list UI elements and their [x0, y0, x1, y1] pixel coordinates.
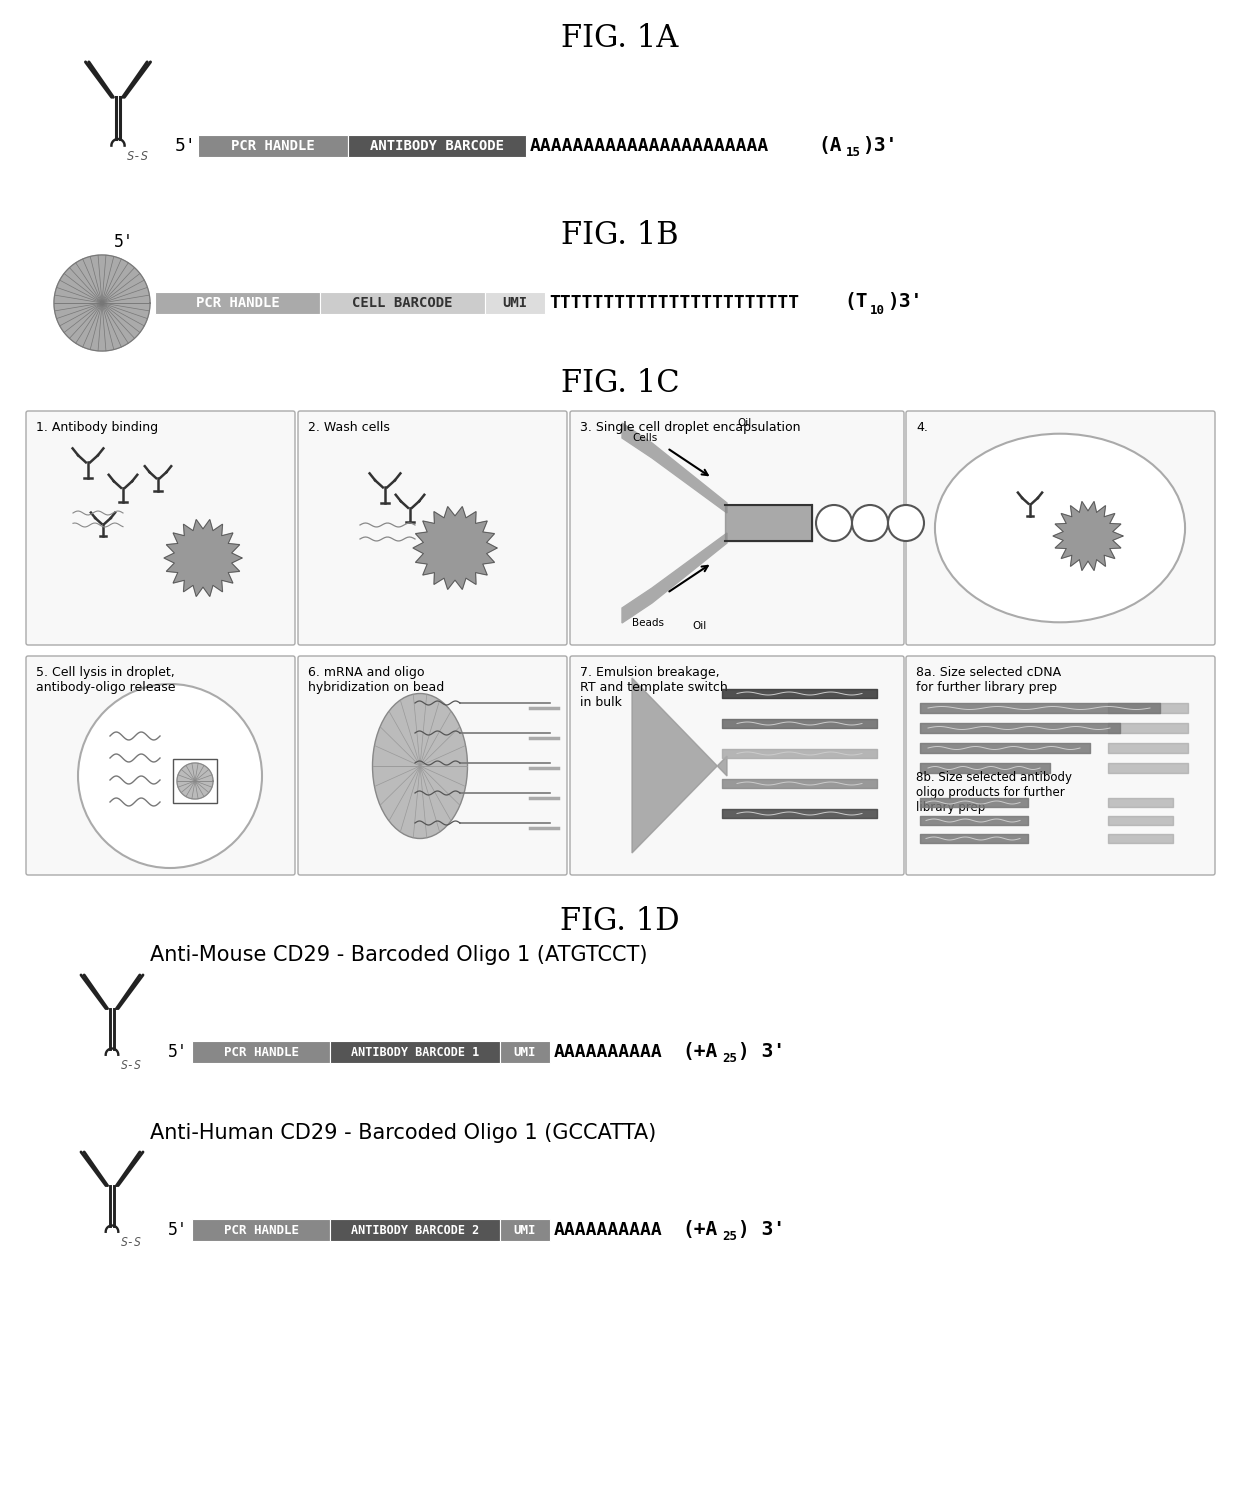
- Polygon shape: [622, 423, 727, 513]
- FancyBboxPatch shape: [26, 411, 295, 644]
- Text: 5': 5': [167, 1222, 188, 1240]
- Text: PCR HANDLE: PCR HANDLE: [223, 1223, 299, 1237]
- Polygon shape: [632, 679, 727, 853]
- Text: UMI: UMI: [513, 1046, 536, 1058]
- Bar: [198, 135, 348, 158]
- Text: 8b. Size selected antibody
oligo products for further
library prep: 8b. Size selected antibody oligo product…: [916, 771, 1073, 814]
- Bar: [485, 292, 546, 314]
- Text: ANTIBODY BARCODE 2: ANTIBODY BARCODE 2: [351, 1223, 479, 1237]
- Text: AAAAAAAAAA: AAAAAAAAAA: [554, 1043, 662, 1061]
- Text: 4.: 4.: [916, 421, 928, 434]
- FancyBboxPatch shape: [906, 411, 1215, 644]
- Text: 3. Single cell droplet encapsulation: 3. Single cell droplet encapsulation: [580, 421, 801, 434]
- FancyBboxPatch shape: [906, 656, 1215, 875]
- Polygon shape: [622, 533, 727, 623]
- Text: FIG. 1D: FIG. 1D: [560, 906, 680, 937]
- FancyBboxPatch shape: [570, 411, 904, 644]
- Text: Beads: Beads: [632, 618, 663, 628]
- Polygon shape: [413, 506, 497, 589]
- Bar: [155, 292, 320, 314]
- Circle shape: [816, 504, 852, 542]
- Text: PCR HANDLE: PCR HANDLE: [223, 1046, 299, 1058]
- Bar: [174, 759, 217, 804]
- Text: (T: (T: [844, 293, 868, 311]
- Text: ANTIBODY BARCODE: ANTIBODY BARCODE: [370, 138, 503, 153]
- FancyBboxPatch shape: [298, 411, 567, 644]
- Text: PCR HANDLE: PCR HANDLE: [196, 296, 279, 310]
- Text: 5': 5': [114, 234, 134, 251]
- Text: )3': )3': [862, 135, 898, 155]
- Circle shape: [888, 504, 924, 542]
- FancyBboxPatch shape: [298, 656, 567, 875]
- Text: 10: 10: [870, 304, 885, 317]
- Text: UMI: UMI: [513, 1223, 536, 1237]
- Circle shape: [78, 684, 262, 868]
- Text: FIG. 1A: FIG. 1A: [562, 22, 678, 54]
- Polygon shape: [177, 763, 213, 799]
- Text: 5': 5': [167, 1043, 188, 1061]
- Text: Anti-Human CD29 - Barcoded Oligo 1 (GCCATTA): Anti-Human CD29 - Barcoded Oligo 1 (GCCA…: [150, 1123, 656, 1143]
- Text: S-S: S-S: [120, 1237, 141, 1248]
- Circle shape: [852, 504, 888, 542]
- Bar: [192, 1219, 330, 1241]
- Polygon shape: [1053, 501, 1123, 570]
- Text: (A: (A: [818, 135, 842, 155]
- Text: )3': )3': [887, 293, 923, 311]
- Text: 6. mRNA and oligo
hybridization on bead: 6. mRNA and oligo hybridization on bead: [308, 667, 444, 693]
- Bar: [330, 1042, 500, 1062]
- Text: UMI: UMI: [502, 296, 527, 310]
- Text: CELL BARCODE: CELL BARCODE: [352, 296, 453, 310]
- Text: FIG. 1B: FIG. 1B: [562, 220, 678, 251]
- Text: (+A: (+A: [682, 1220, 717, 1238]
- FancyBboxPatch shape: [26, 656, 295, 875]
- Text: ) 3': ) 3': [738, 1042, 785, 1061]
- Text: ANTIBODY BARCODE 1: ANTIBODY BARCODE 1: [351, 1046, 479, 1058]
- Ellipse shape: [935, 433, 1185, 622]
- Text: 2. Wash cells: 2. Wash cells: [308, 421, 389, 434]
- Text: 5. Cell lysis in droplet,
antibody-oligo release: 5. Cell lysis in droplet, antibody-oligo…: [36, 667, 176, 693]
- Bar: [330, 1219, 500, 1241]
- Bar: [500, 1042, 551, 1062]
- Text: 7. Emulsion breakage,
RT and template switch
in bulk: 7. Emulsion breakage, RT and template sw…: [580, 667, 728, 708]
- Text: 25: 25: [722, 1231, 737, 1244]
- Text: PCR HANDLE: PCR HANDLE: [231, 138, 315, 153]
- Text: AAAAAAAAAA: AAAAAAAAAA: [554, 1222, 662, 1240]
- Ellipse shape: [372, 693, 467, 839]
- Text: Oil: Oil: [737, 418, 751, 429]
- Text: Oil: Oil: [692, 620, 707, 631]
- Text: 5': 5': [175, 137, 197, 155]
- Text: S-S: S-S: [120, 1059, 141, 1071]
- Bar: [348, 135, 526, 158]
- Bar: [320, 292, 485, 314]
- FancyBboxPatch shape: [570, 656, 904, 875]
- Text: S-S: S-S: [126, 150, 149, 164]
- Text: FIG. 1C: FIG. 1C: [560, 368, 680, 399]
- Bar: [500, 1219, 551, 1241]
- Text: (+A: (+A: [682, 1042, 717, 1061]
- Text: Anti-Mouse CD29 - Barcoded Oligo 1 (ATGTCCT): Anti-Mouse CD29 - Barcoded Oligo 1 (ATGT…: [150, 945, 647, 966]
- Text: 25: 25: [722, 1052, 737, 1065]
- Text: 1. Antibody binding: 1. Antibody binding: [36, 421, 159, 434]
- Text: ) 3': ) 3': [738, 1220, 785, 1238]
- Text: 8a. Size selected cDNA
for further library prep: 8a. Size selected cDNA for further libra…: [916, 667, 1061, 693]
- Text: AAAAAAAAAAAAAAAAAAAAAA: AAAAAAAAAAAAAAAAAAAAAA: [529, 137, 769, 155]
- Text: TTTTTTTTTTTTTTTTTTTTTTT: TTTTTTTTTTTTTTTTTTTTTTT: [549, 295, 799, 312]
- Polygon shape: [164, 519, 242, 597]
- Polygon shape: [55, 254, 150, 351]
- Bar: [192, 1042, 330, 1062]
- Text: 15: 15: [846, 146, 861, 159]
- Text: Cells: Cells: [632, 433, 657, 443]
